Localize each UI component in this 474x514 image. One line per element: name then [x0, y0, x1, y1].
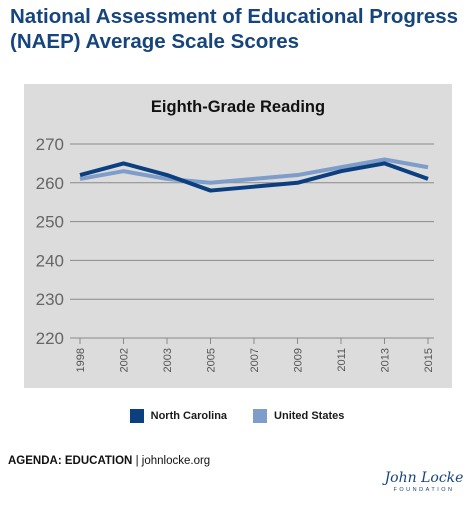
- legend-swatch-united-states: [253, 409, 268, 423]
- series-lines: [79, 157, 429, 193]
- x-tick-label: 1998: [75, 348, 87, 372]
- line-chart: 220 230 240 250 260 270 1998 2002 2003 2005 2007 2…: [36, 135, 435, 372]
- legend-swatch-north-carolina: [129, 409, 144, 423]
- footer-site-link[interactable]: johnlocke.org: [141, 455, 211, 467]
- legend-item-north-carolina: North Carolina: [129, 409, 228, 423]
- x-tick-label: 2003: [162, 348, 174, 372]
- logo-foundation-text: FOUNDATION: [393, 487, 455, 493]
- y-tick-label: 270: [36, 135, 64, 154]
- y-axis-ticks: 220 230 240 250 260 270: [36, 135, 64, 348]
- legend-label-united-states: United States: [274, 410, 345, 422]
- x-tick-label: 2015: [423, 348, 435, 372]
- footer-agenda: AGENDA: EDUCATION: [8, 455, 133, 467]
- chart-title: Eighth-Grade Reading: [150, 98, 326, 116]
- footer: AGENDA: EDUCATION | johnlocke.org: [8, 455, 210, 467]
- x-axis-ticks: 1998 2002 2003 2005 2007 2009 2011 2013 2015: [75, 338, 435, 372]
- chart-panel: Eighth-Grade Reading 220 230 240 250 260 270 …: [24, 84, 452, 388]
- y-tick-label: 240: [36, 251, 64, 270]
- gridlines: [70, 143, 434, 339]
- legend: North Carolina United States: [0, 409, 474, 423]
- john-locke-foundation-logo: John Locke FOUNDATION: [378, 470, 470, 494]
- x-tick-label: 2009: [293, 348, 305, 372]
- page-title: National Assessment of Educational Progr…: [10, 5, 459, 53]
- legend-label-north-carolina: North Carolina: [150, 410, 228, 422]
- x-tick-label: 2005: [206, 348, 218, 372]
- y-tick-label: 250: [36, 213, 64, 232]
- x-tick-label: 2011: [336, 348, 348, 372]
- footer-separator: |: [135, 455, 139, 467]
- x-tick-label: 2013: [380, 348, 392, 372]
- series-line-north-carolina: [79, 161, 429, 193]
- x-tick-label: 2002: [119, 348, 131, 372]
- series-line-united-states: [79, 157, 429, 185]
- logo-script-text: John Locke: [384, 470, 464, 486]
- x-tick-label: 2007: [249, 348, 261, 372]
- legend-item-united-states: United States: [253, 409, 344, 423]
- y-tick-label: 260: [36, 174, 64, 193]
- y-tick-label: 230: [36, 290, 64, 309]
- y-tick-label: 220: [36, 329, 64, 348]
